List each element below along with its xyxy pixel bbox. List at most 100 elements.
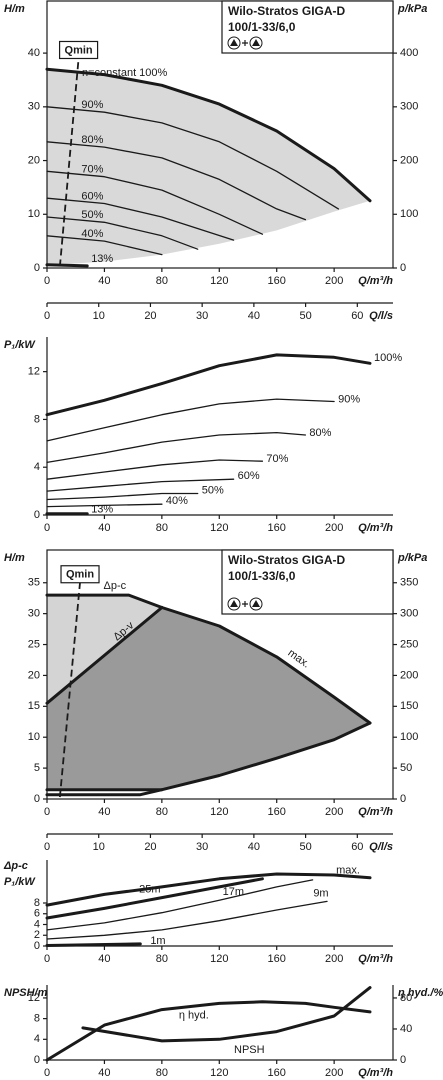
curve — [46, 197, 235, 241]
curve-label: 13% — [91, 504, 113, 516]
x-tick-label: 0 — [44, 1067, 50, 1079]
curve — [45, 263, 89, 268]
y-tick-label: 20 — [28, 669, 40, 681]
x2-tick-label: 40 — [248, 841, 260, 853]
curve — [46, 141, 307, 221]
y2-tick-label: 300 — [400, 608, 418, 620]
curve — [46, 492, 199, 501]
x-tick-label: 40 — [98, 953, 110, 965]
y-tick-label: 40 — [28, 47, 40, 59]
x-tick-label: 40 — [98, 522, 110, 534]
x-tick-label: 80 — [156, 1067, 168, 1079]
curve-label: 17m — [223, 886, 244, 898]
y-axis-label: P₁/kW — [4, 339, 36, 351]
y-tick-label: 4 — [34, 1033, 40, 1045]
chart-title: Wilo-Stratos GIGA-D — [228, 4, 346, 18]
x-tick-label: 160 — [268, 806, 286, 818]
y-axis-label: H/m — [4, 552, 25, 564]
x2-tick-label: 30 — [196, 310, 208, 322]
pump-symbol-triangle — [230, 39, 238, 46]
qmin-box — [60, 565, 100, 584]
x-tick-label: 200 — [325, 1067, 343, 1079]
curve-label: 60% — [81, 190, 103, 202]
chart-title: Wilo-Stratos GIGA-D — [228, 553, 346, 567]
y-axis-label: H/m — [4, 3, 25, 15]
curve-label: 13% — [91, 253, 113, 265]
y2-tick-label: 0 — [400, 262, 406, 274]
y-tick-label: 30 — [28, 101, 40, 113]
x-tick-label: 200 — [325, 806, 343, 818]
x-tick-label: 120 — [210, 522, 228, 534]
y2-tick-label: 100 — [400, 731, 418, 743]
x-tick-label: 40 — [98, 806, 110, 818]
x2-tick-label: 20 — [144, 841, 156, 853]
y-tick-label: 6 — [34, 908, 40, 920]
x2-axis-label: Q/l/s — [369, 310, 393, 322]
y2-tick-label: 100 — [400, 208, 418, 220]
y2-tick-label: 200 — [400, 154, 418, 166]
y-tick-label: 12 — [28, 366, 40, 378]
y-tick-label: 8 — [34, 413, 40, 425]
x-tick-label: 160 — [268, 522, 286, 534]
pump-symbol-triangle — [252, 39, 260, 46]
qmin-line — [59, 58, 80, 267]
curve — [46, 170, 264, 235]
curve-label: 70% — [81, 164, 103, 176]
curve-label: Δp-c — [104, 580, 127, 592]
curve-label: 90% — [81, 99, 103, 111]
plot-frame — [46, 0, 394, 269]
curve-label: 40% — [81, 228, 103, 240]
y2-tick-label: 400 — [400, 47, 418, 59]
x-tick-label: 40 — [98, 1067, 110, 1079]
x-tick-label: 160 — [268, 953, 286, 965]
chart-subtitle: 100/1-33/6,0 — [228, 20, 296, 34]
y2-tick-label: 0 — [400, 1054, 406, 1066]
qmin-label: Qmin — [66, 569, 94, 581]
curve — [46, 459, 264, 480]
curve — [46, 106, 340, 210]
x-tick-label: 80 — [156, 806, 168, 818]
y-tick-label: 30 — [28, 608, 40, 620]
y2-tick-label: 300 — [400, 101, 418, 113]
y-tick-label: 0 — [34, 793, 40, 805]
curve — [46, 900, 328, 940]
curve-label: 50% — [81, 209, 103, 221]
x-tick-label: 0 — [44, 522, 50, 534]
curve — [46, 398, 335, 442]
curve — [45, 353, 372, 417]
curve-label: 1m — [150, 935, 165, 947]
x2-tick-label: 60 — [351, 310, 363, 322]
curve — [46, 431, 307, 464]
curve-label: 70% — [266, 453, 288, 465]
y-tick-label: 0 — [34, 940, 40, 952]
x2-tick-label: 50 — [299, 841, 311, 853]
x2-tick-label: 10 — [93, 841, 105, 853]
y-tick-label: 25 — [28, 638, 40, 650]
y2-tick-label: 250 — [400, 638, 418, 650]
y2-tick-label: 50 — [400, 762, 412, 774]
y-tick-label: 0 — [34, 262, 40, 274]
pump-symbol-triangle — [230, 600, 238, 607]
curve-label: 80% — [309, 427, 331, 439]
x-tick-label: 0 — [44, 953, 50, 965]
region — [47, 69, 370, 266]
x2-tick-label: 40 — [248, 310, 260, 322]
y2-tick-label: 80 — [400, 992, 412, 1004]
plot-frame — [46, 549, 394, 800]
pump-symbol-triangle — [252, 600, 260, 607]
curve — [45, 877, 264, 920]
curve-label: 25m — [139, 884, 160, 896]
x-tick-label: 80 — [156, 275, 168, 287]
curve — [46, 478, 235, 492]
curve-label: 60% — [238, 470, 260, 482]
curve — [81, 986, 372, 1043]
x-axis-label: Q/m³/h — [358, 1067, 393, 1079]
curve-label: max. — [336, 865, 360, 877]
qmin-box — [58, 40, 99, 60]
plus-sign — [242, 40, 248, 46]
y-tick-label: 15 — [28, 700, 40, 712]
x2-axis-label: Q/l/s — [369, 841, 393, 853]
x2-tick-label: 10 — [93, 310, 105, 322]
region — [47, 595, 162, 704]
